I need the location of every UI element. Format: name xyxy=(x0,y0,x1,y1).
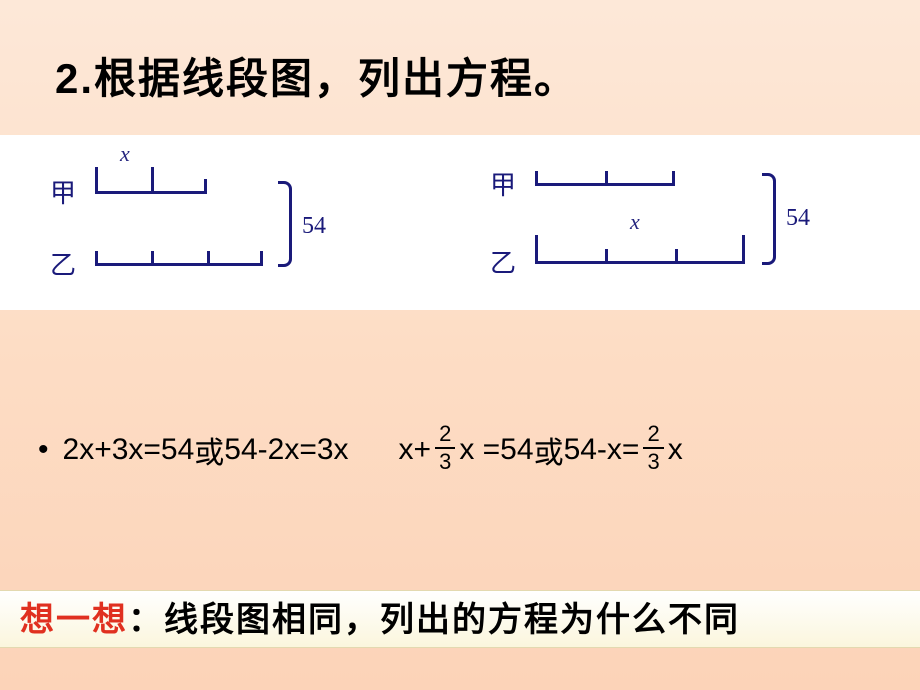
or-text-2: 或 xyxy=(534,428,564,472)
tick xyxy=(605,171,608,186)
row2-label-right: 乙 xyxy=(490,243,516,280)
tick xyxy=(535,235,538,264)
diagram-area: x 甲 乙 54 甲 x 乙 54 xyxy=(0,135,920,310)
tick xyxy=(675,249,678,264)
sum-left: 54 xyxy=(302,213,326,240)
x-label-right: x xyxy=(630,209,640,235)
frac-den: 3 xyxy=(647,449,659,473)
bracket-left xyxy=(278,181,292,267)
tick xyxy=(207,251,210,266)
tick xyxy=(151,251,154,266)
tick xyxy=(672,171,675,186)
eq-left-1: 2x+3x=54 xyxy=(63,433,195,467)
eq-right-1a: x+ xyxy=(399,433,432,467)
tick xyxy=(95,251,98,266)
row1-label-right: 甲 xyxy=(490,165,516,202)
fraction: 2 3 xyxy=(435,423,455,473)
hint-bar: 想一想：线段图相同，列出的方程为什么不同 xyxy=(0,590,920,648)
bullet-icon: • xyxy=(38,433,49,467)
row2-label-left: 乙 xyxy=(50,245,76,282)
hint-rest: ：线段图相同，列出的方程为什么不同 xyxy=(128,601,740,639)
or-text: 或 xyxy=(194,428,224,472)
eq-right-1b: x =54 xyxy=(459,433,533,467)
x-label-left: x xyxy=(120,141,130,167)
seg-row2-right xyxy=(535,261,745,264)
frac-num: 2 xyxy=(435,423,455,449)
eq-left-2: 54-2x=3x xyxy=(224,433,348,467)
fraction: 2 3 xyxy=(643,423,663,473)
frac-den: 3 xyxy=(439,449,451,473)
tick xyxy=(605,249,608,264)
eq-right-2a: 54-x= xyxy=(564,433,640,467)
tick xyxy=(204,179,207,194)
page-title: 2.根据线段图，列出方程。 xyxy=(55,45,578,106)
tick xyxy=(535,171,538,186)
frac-num: 2 xyxy=(643,423,663,449)
bracket-right xyxy=(762,173,776,265)
seg-row2-left xyxy=(95,263,263,266)
tick xyxy=(151,167,154,194)
answers-line: • 2x+3x=54 或 54-2x=3x x+ 2 3 x =54 或 54-… xyxy=(38,425,683,475)
sum-right: 54 xyxy=(786,205,810,232)
tick xyxy=(742,235,745,264)
row1-label-left: 甲 xyxy=(50,173,76,210)
eq-right-2b: x xyxy=(668,433,683,467)
tick xyxy=(260,251,263,266)
hint-lead: 想一想 xyxy=(20,601,128,639)
tick xyxy=(95,167,98,194)
